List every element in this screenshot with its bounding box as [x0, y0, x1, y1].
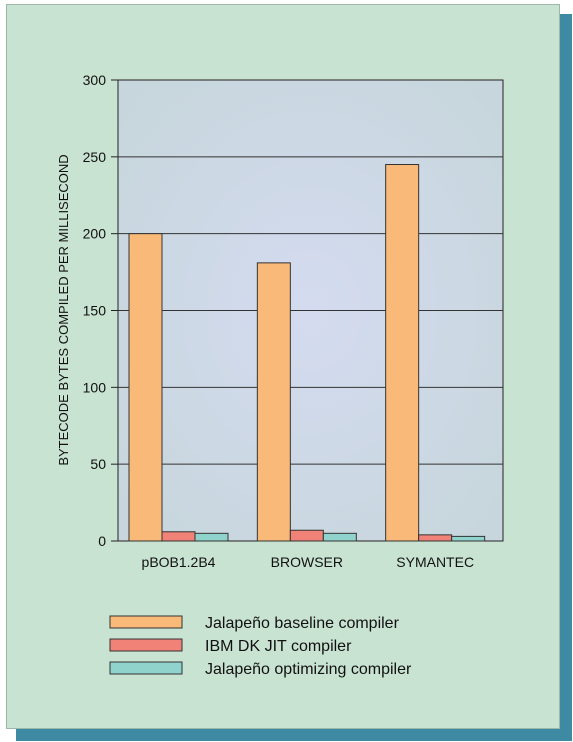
bar-3-3	[451, 535, 486, 542]
y-tick-label: 100	[83, 379, 107, 395]
x-category-label: BROWSER	[271, 554, 343, 570]
legend-swatch-1	[109, 615, 183, 629]
y-tick-label: 50	[90, 456, 106, 472]
bar-2-1	[161, 531, 196, 542]
y-tick-label: 300	[83, 72, 107, 88]
bar-3-2	[322, 532, 357, 542]
legend-label-2: IBM DK JIT compiler	[205, 638, 352, 655]
x-category-label: pBOB1.2B4	[142, 554, 216, 570]
legend-swatch-2	[109, 638, 183, 652]
bar-3-1	[194, 532, 229, 542]
legend-label-3: Jalapeño optimizing compiler	[205, 661, 412, 678]
legend-label-1: Jalapeño baseline compiler	[205, 615, 400, 632]
legend-swatch-3	[109, 661, 183, 675]
bar-2-3	[418, 534, 453, 542]
y-axis-label: BYTECODE BYTES COMPILED PER MILLISECOND	[56, 154, 71, 465]
bar-1-3	[385, 164, 420, 542]
y-tick-label: 200	[83, 226, 107, 242]
bar-1-1	[128, 233, 163, 542]
x-category-label: SYMANTEC	[396, 554, 474, 570]
bar-2-2	[289, 529, 324, 542]
y-tick-label: 250	[83, 149, 107, 165]
y-tick-label: 150	[83, 303, 107, 319]
bar-1-2	[256, 262, 291, 542]
y-tick-label: 0	[98, 533, 106, 549]
